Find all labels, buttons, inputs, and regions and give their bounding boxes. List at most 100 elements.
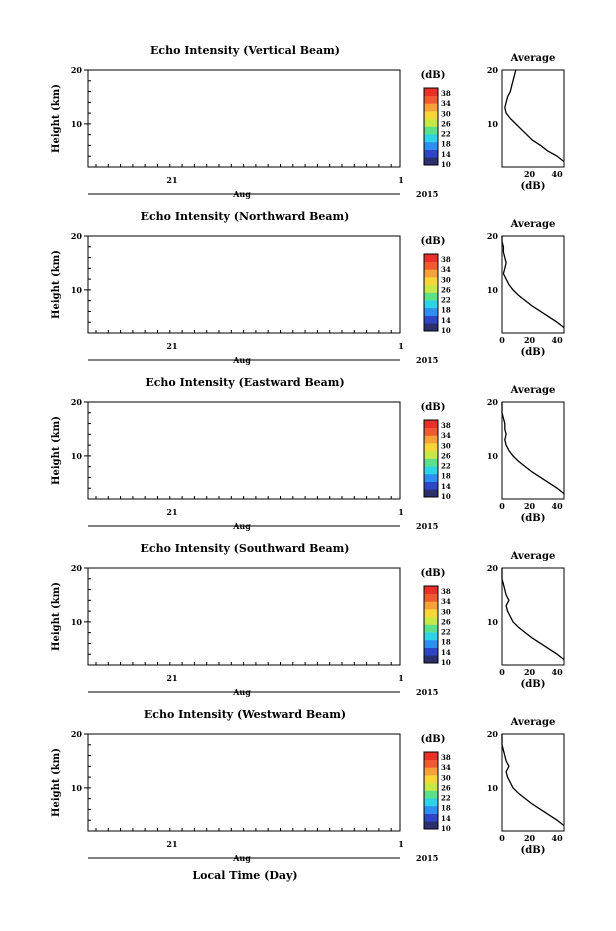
colorbar-tick-label: 22: [441, 628, 451, 637]
average-x-tick: 40: [552, 169, 564, 179]
colorbar-tick-label: 34: [441, 597, 451, 606]
colorbar-swatch: [424, 782, 438, 791]
colorbar-swatch: [424, 88, 438, 96]
colorbar-frame: [423, 253, 439, 332]
average-x-label: (dB): [521, 181, 546, 192]
colorbar-swatch: [424, 790, 438, 799]
colorbar-tick-label: 34: [441, 265, 451, 274]
average-x-tick: 40: [552, 833, 564, 843]
y-axis-label: Height (km): [51, 84, 62, 153]
month-label: Aug: [232, 853, 251, 863]
colorbar-tick-label: 30: [441, 607, 451, 616]
colorbar-frame: [423, 585, 439, 664]
colorbar-swatch: [424, 450, 438, 459]
year-label: 2015: [416, 521, 438, 531]
average-x-label: (dB): [521, 679, 546, 690]
average-title: Average: [510, 53, 556, 64]
colorbar-swatch: [424, 149, 438, 158]
colorbar-unit-label: (dB): [421, 70, 446, 81]
y-tick-label: 10: [71, 783, 83, 793]
colorbar-swatch: [424, 315, 438, 324]
colorbar-tick-label: 22: [441, 296, 451, 305]
colorbar-swatch: [424, 466, 438, 475]
y-tick-label: 20: [71, 729, 83, 739]
panel-title: Echo Intensity (Eastward Beam): [145, 376, 344, 389]
colorbar-swatch: [424, 269, 438, 278]
colorbar-swatch: [424, 292, 438, 301]
average-title: Average: [510, 717, 556, 728]
colorbar-swatch: [424, 134, 438, 143]
plot-frame: [87, 401, 401, 500]
y-tick-label: 20: [71, 65, 83, 75]
plot-frame: [87, 235, 401, 334]
average-frame: [501, 567, 565, 666]
average-title: Average: [510, 551, 556, 562]
average-y-tick: 20: [487, 563, 499, 573]
colorbar-swatch: [424, 126, 438, 135]
panel-0: Echo Intensity (Vertical Beam) 10 20 Height…: [51, 44, 565, 199]
y-axis-label: Height (km): [51, 250, 62, 319]
colorbar-tick-label: 26: [441, 119, 451, 128]
colorbar-swatch: [424, 118, 438, 127]
colorbar-tick-label: 14: [441, 150, 451, 159]
year-label: 2015: [416, 189, 438, 199]
month-label: Aug: [232, 355, 251, 365]
colorbar-swatch: [424, 95, 438, 104]
plot-frame: [87, 567, 401, 666]
y-tick-label: 10: [71, 451, 83, 461]
colorbar-frame: [423, 419, 439, 498]
colorbar-swatch: [424, 655, 438, 664]
y-tick-label: 10: [71, 119, 83, 129]
panel-4: Echo Intensity (Westward Beam)1020Height…: [51, 708, 565, 863]
plot-frame: [87, 733, 401, 832]
colorbar-tick-label: 38: [441, 421, 451, 430]
y-axis-label: Height (km): [51, 416, 62, 485]
colorbar-tick-label: 34: [441, 99, 451, 108]
colorbar-unit-label: (dB): [421, 568, 446, 579]
colorbar-swatch: [424, 307, 438, 316]
x-tick-label: 21: [166, 507, 177, 517]
colorbar-tick-label: 26: [441, 285, 451, 294]
colorbar-swatch: [424, 323, 438, 332]
month-label: Aug: [232, 521, 251, 531]
panel-3: Echo Intensity (Southward Beam)1020Heigh…: [51, 542, 565, 697]
colorbar-tick-label: 18: [441, 306, 451, 315]
colorbar-swatch: [424, 632, 438, 641]
colorbar-swatch: [424, 435, 438, 444]
x-tick-label: 21: [166, 175, 177, 185]
panel-title: Echo Intensity (Vertical Beam): [150, 44, 340, 57]
y-tick-label: 20: [71, 397, 83, 407]
colorbar-swatch: [424, 420, 438, 428]
colorbar-swatch: [424, 261, 438, 270]
average-y-tick: 10: [487, 617, 499, 627]
colorbar-unit-label: (dB): [421, 734, 446, 745]
average-x-tick: 40: [552, 501, 564, 511]
average-profile-line: [501, 568, 565, 661]
average-y-tick: 10: [487, 119, 499, 129]
colorbar-swatch: [424, 300, 438, 309]
average-profile-line: [501, 236, 565, 329]
colorbar-swatch: [424, 458, 438, 467]
colorbar-tick-label: 26: [441, 783, 451, 792]
average-x-label: (dB): [521, 347, 546, 358]
y-axis-label: Height (km): [51, 582, 62, 651]
average-x-label: (dB): [521, 845, 546, 856]
colorbar-swatch: [424, 759, 438, 768]
colorbar-swatch: [424, 821, 438, 830]
x-end-tick-label: 1: [398, 507, 404, 517]
average-y-tick: 20: [487, 65, 499, 75]
month-label: Aug: [232, 687, 251, 697]
colorbar-tick-label: 18: [441, 638, 451, 647]
average-profile-line: [501, 402, 565, 495]
colorbar-swatch: [424, 798, 438, 807]
colorbar-swatch: [424, 489, 438, 498]
colorbar-swatch: [424, 443, 438, 452]
average-x-tick: 0: [499, 833, 505, 843]
colorbar-swatch: [424, 767, 438, 776]
average-title: Average: [510, 385, 556, 396]
colorbar-tick-label: 18: [441, 140, 451, 149]
colorbar-swatch: [424, 616, 438, 625]
year-label: 2015: [416, 853, 438, 863]
colorbar-tick-label: 10: [441, 658, 451, 667]
y-tick-label: 20: [71, 563, 83, 573]
